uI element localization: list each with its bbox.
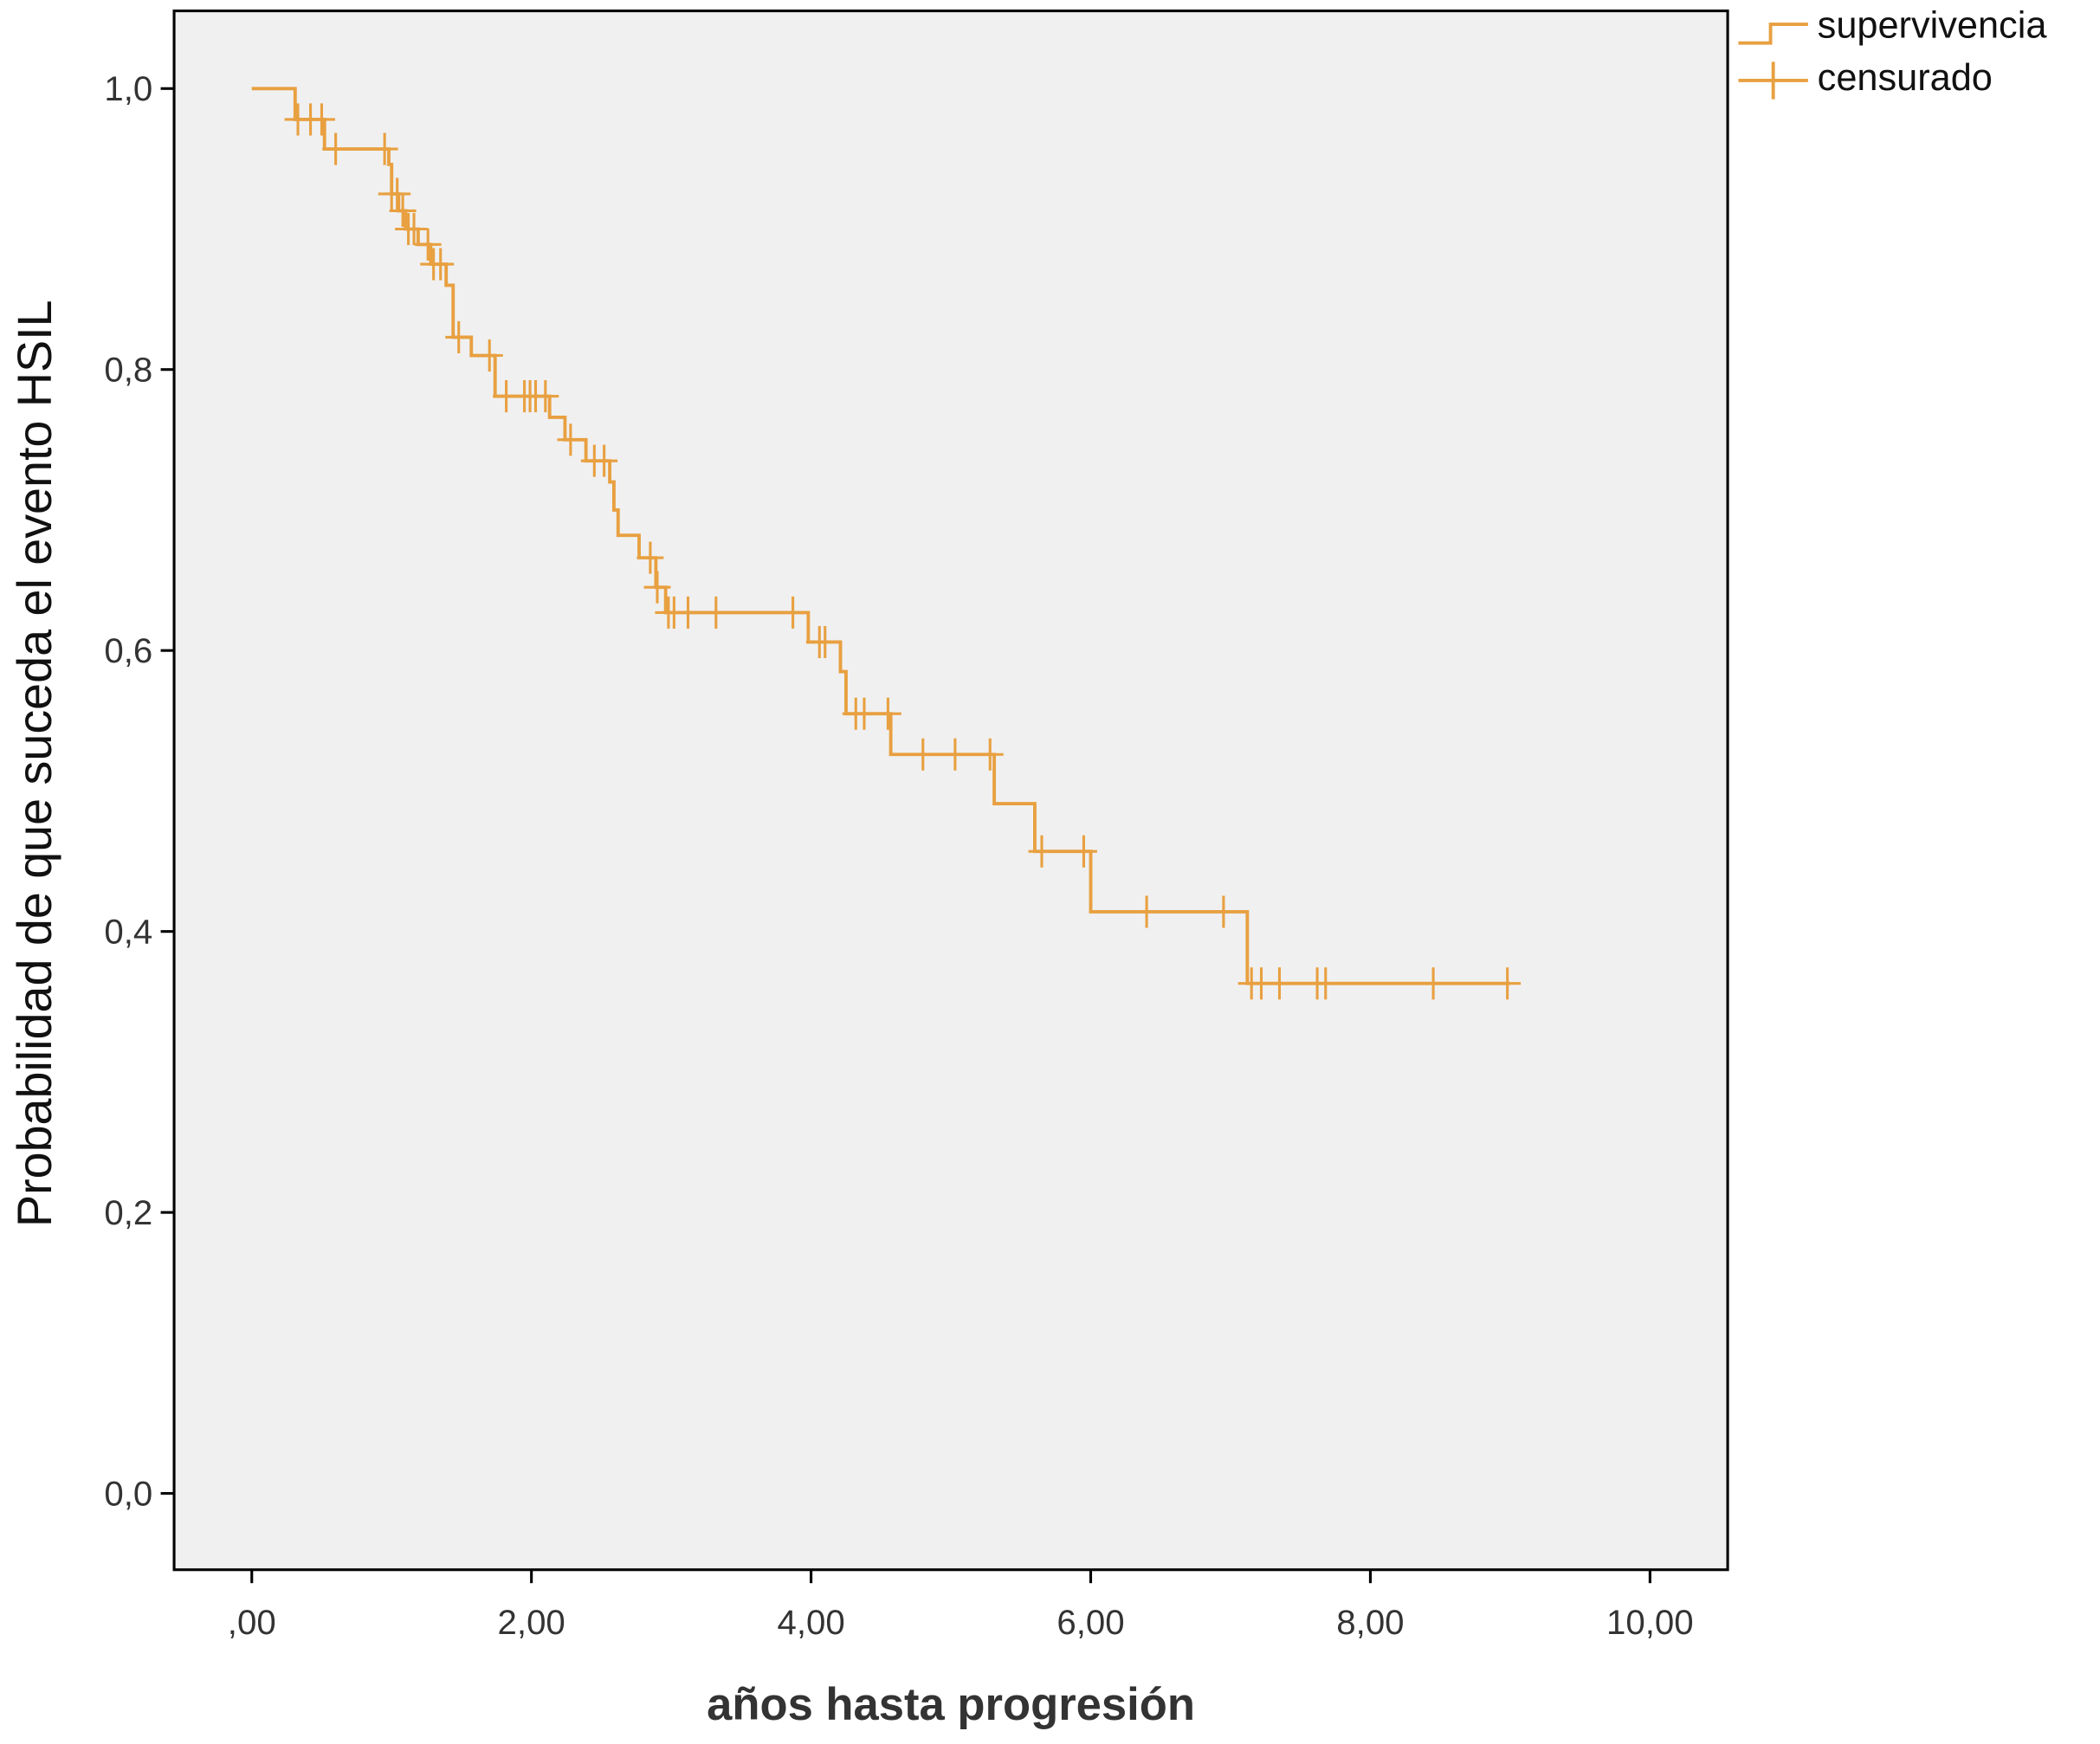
- legend-survival-symbol: [1738, 23, 1808, 45]
- y-tick-label: 0,2: [104, 1193, 152, 1232]
- censor-mark: [909, 738, 937, 771]
- censor-marks: [284, 103, 1522, 1000]
- censor-mark: [591, 444, 618, 477]
- censor-mark: [779, 596, 807, 629]
- censor-mark: [371, 132, 398, 165]
- x-tick-label: 4,00: [777, 1603, 844, 1642]
- legend: supervivencia censurado: [1738, 4, 2048, 100]
- censor-mark: [445, 320, 473, 353]
- censor-mark: [1210, 895, 1237, 928]
- y-tick-label: 1,0: [104, 69, 152, 108]
- censor-mark: [1419, 967, 1447, 1000]
- censor-mark: [400, 212, 428, 246]
- censor-mark: [874, 697, 901, 730]
- x-tick-label: ,00: [228, 1603, 276, 1642]
- censor-mark: [850, 697, 878, 730]
- censor-mark: [389, 194, 417, 227]
- censor-mark: [1312, 967, 1340, 1000]
- x-tick-label: 2,00: [498, 1603, 565, 1642]
- censor-mark: [532, 379, 559, 413]
- legend-censor-label: censurado: [1818, 57, 1993, 99]
- censor-mark: [322, 132, 350, 165]
- censor-mark: [384, 178, 411, 210]
- x-tick-label: 8,00: [1336, 1603, 1404, 1642]
- y-axis: 0,0 0,2 0,4 0,6 0,8 1,0: [104, 69, 175, 1514]
- censor-mark: [636, 541, 664, 574]
- censor-mark: [941, 738, 969, 771]
- x-tick-label: 10,00: [1606, 1603, 1694, 1642]
- y-tick-label: 0,8: [104, 351, 152, 390]
- survival-curve: [251, 87, 1510, 985]
- legend-survival-label: supervivencia: [1818, 4, 2048, 46]
- censor-mark: [702, 596, 730, 629]
- y-axis-label: Probabilidad de que suceda el evento HSI…: [8, 300, 61, 1227]
- y-tick-label: 0,4: [104, 913, 152, 952]
- censor-mark: [643, 571, 671, 604]
- censor-mark: [427, 248, 455, 281]
- survival-step-line: [251, 87, 1510, 985]
- censor-mark: [1069, 835, 1097, 868]
- x-axis-label: años hasta progresión: [707, 1679, 1195, 1730]
- censor-mark: [557, 423, 585, 456]
- censor-mark: [1028, 835, 1056, 868]
- x-tick-label: 6,00: [1056, 1603, 1124, 1642]
- y-tick-label: 0,0: [104, 1475, 152, 1514]
- censor-mark: [675, 596, 701, 629]
- x-axis: ,00 2,00 4,00 6,00 8,00 10,00: [228, 1569, 1694, 1642]
- censor-mark: [976, 738, 1004, 771]
- censor-mark: [308, 103, 335, 136]
- censor-mark: [811, 625, 839, 659]
- censor-mark: [1494, 967, 1522, 1000]
- censor-mark: [475, 339, 503, 372]
- censor-mark: [414, 228, 442, 261]
- censor-mark: [1266, 967, 1293, 1000]
- censor-mark: [1133, 895, 1160, 928]
- y-tick-label: 0,6: [104, 631, 152, 670]
